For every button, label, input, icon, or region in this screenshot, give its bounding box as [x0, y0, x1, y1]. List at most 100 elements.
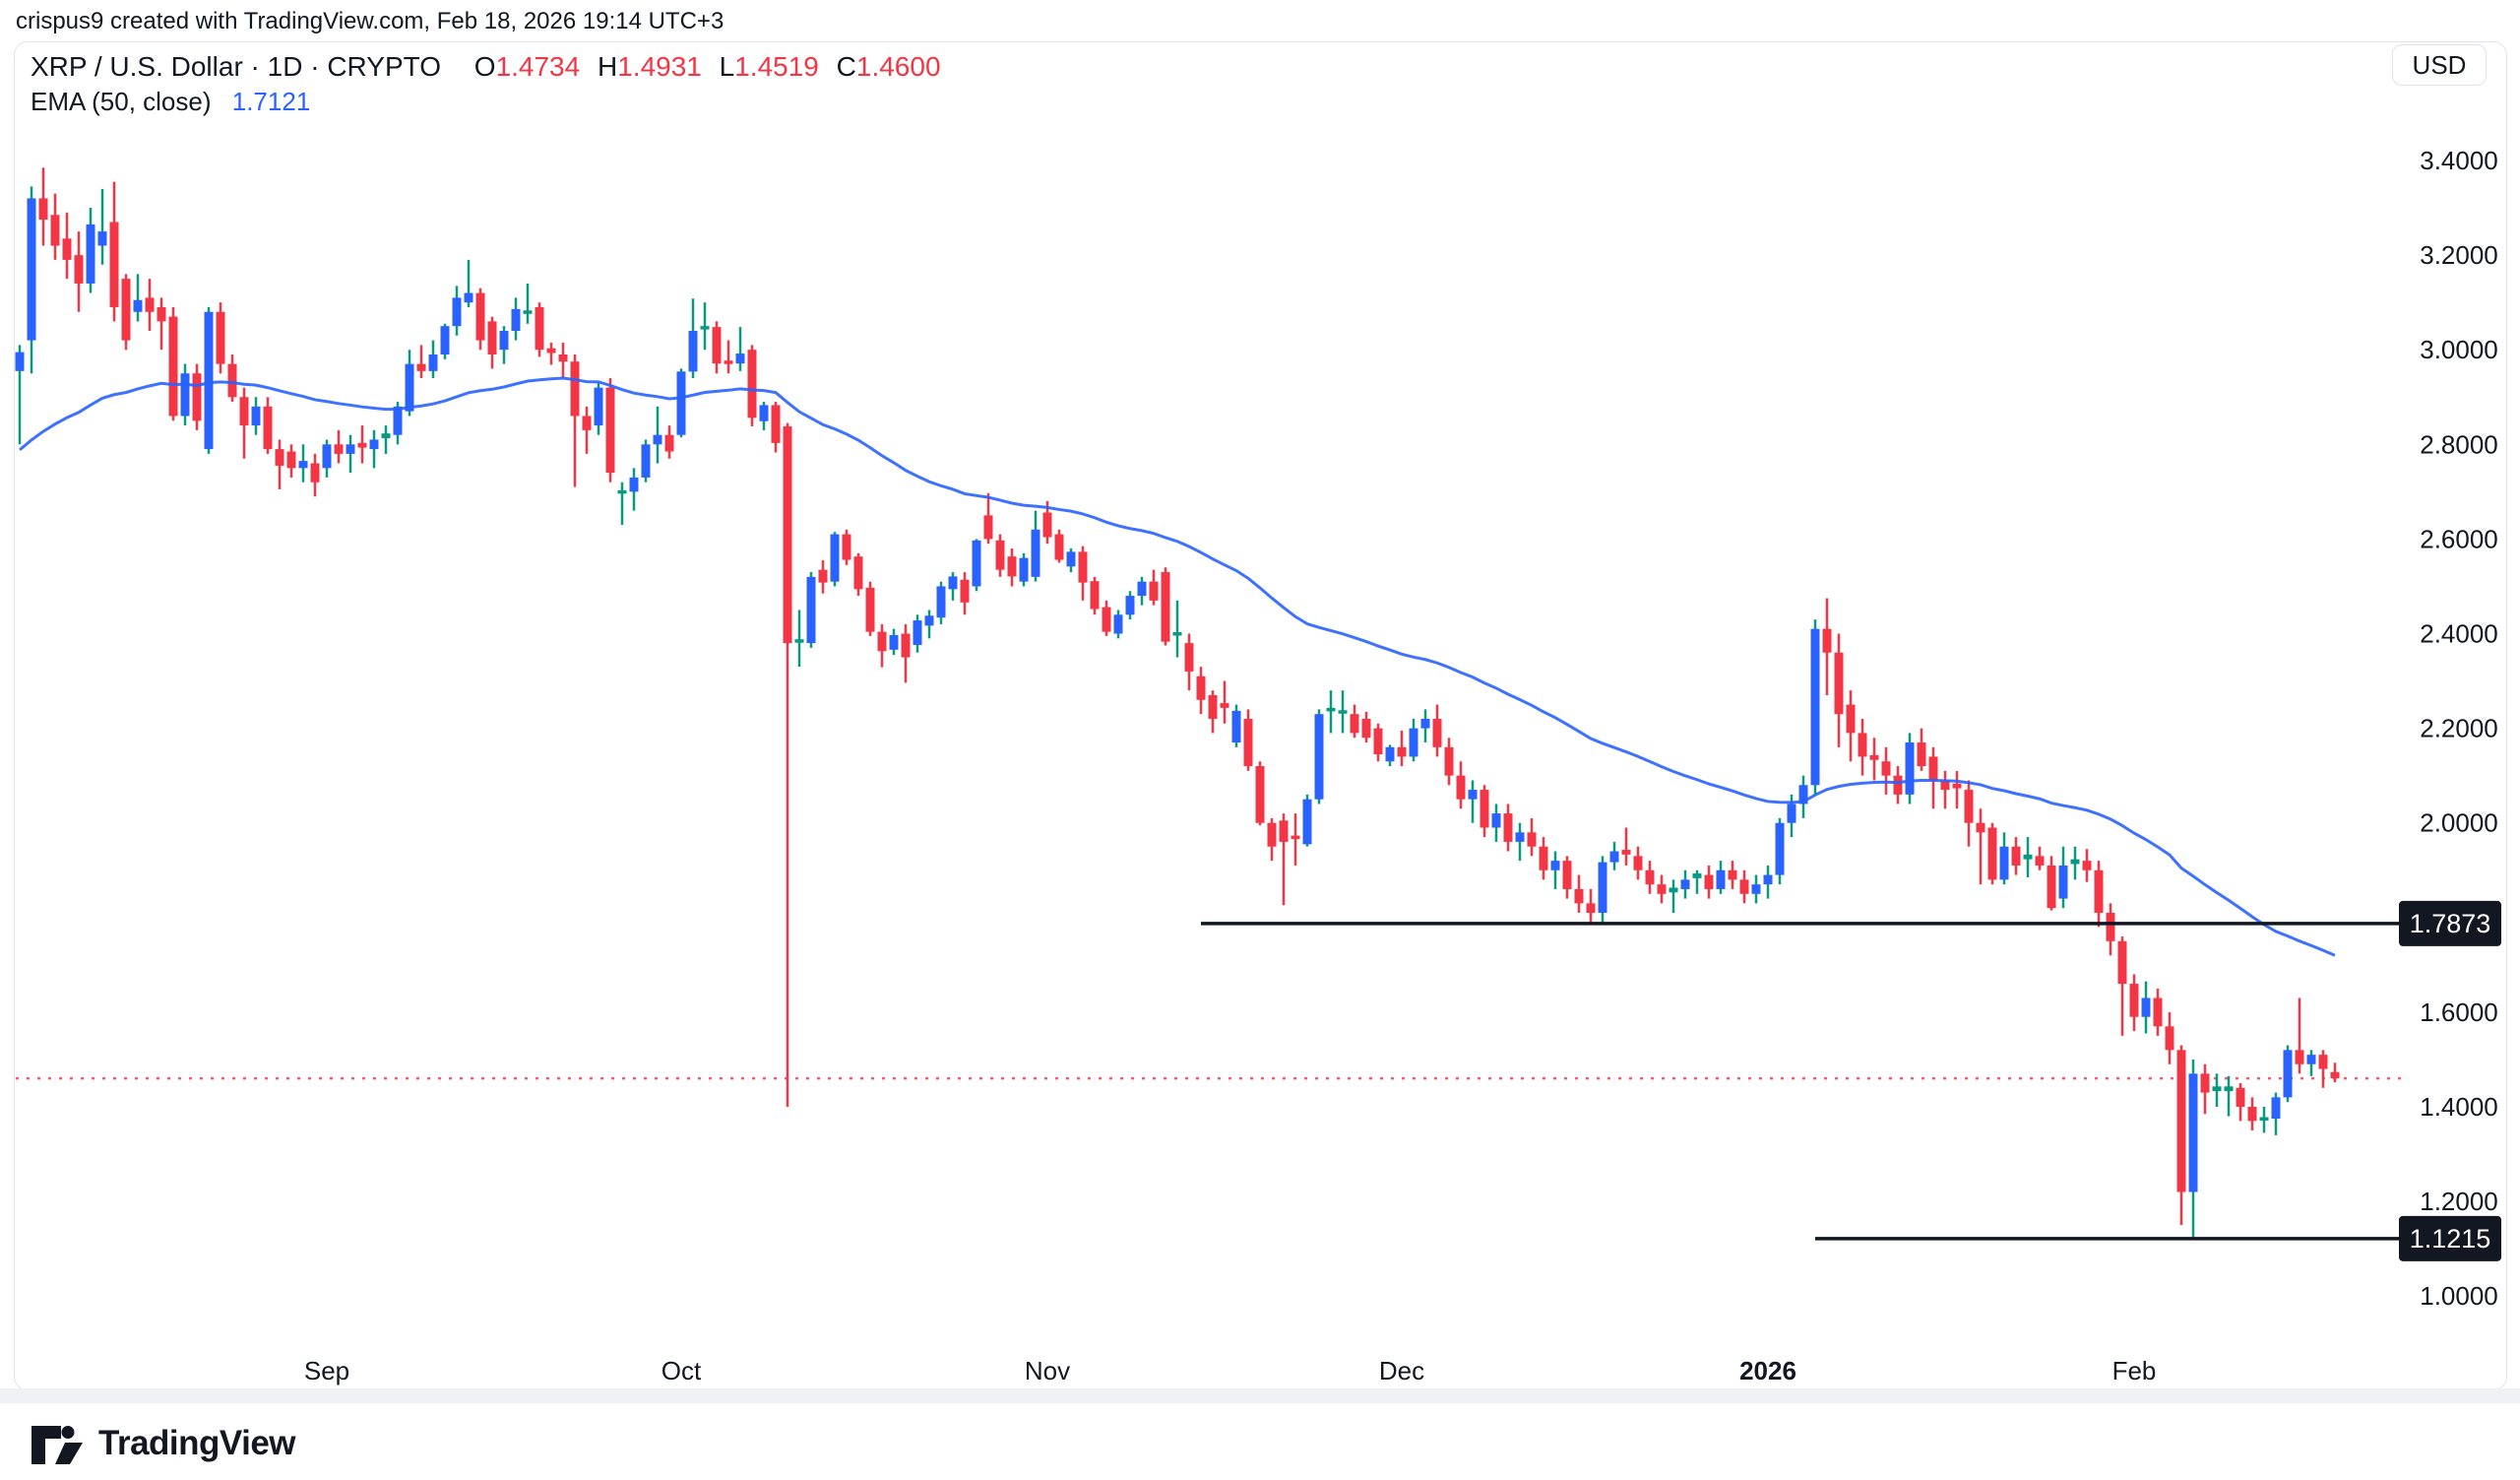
time-axis-label[interactable]: Oct [662, 1356, 702, 1385]
candle-body [1728, 869, 1737, 880]
price-axis-label[interactable]: 3.0000 [2420, 335, 2498, 364]
candle-body [121, 279, 131, 341]
candle-body [2188, 1073, 2198, 1192]
candle-body [1220, 703, 1229, 708]
price-axis-label[interactable]: 2.2000 [2420, 714, 2498, 743]
candle-body [2082, 861, 2092, 870]
candle-body [286, 451, 296, 469]
candle-body [2106, 912, 2115, 941]
candle-body [747, 350, 757, 418]
candle-body [972, 540, 981, 587]
candle-body [2070, 859, 2080, 865]
time-axis-label[interactable]: 2026 [1739, 1356, 1796, 1385]
candle-body [546, 348, 556, 354]
candle-body [523, 310, 533, 314]
candle-body [653, 434, 662, 445]
candle-body [2058, 865, 2068, 899]
candle-body [995, 540, 1005, 570]
price-axis-label[interactable]: 3.4000 [2420, 146, 2498, 175]
candle-body [865, 587, 875, 632]
candle-body [1066, 551, 1076, 567]
candle-body [688, 330, 698, 372]
candle-body [1539, 846, 1548, 870]
candle-body [1113, 614, 1123, 634]
candle-body [1314, 714, 1324, 800]
candle-body [1810, 628, 1820, 786]
price-axis-label[interactable]: 2.0000 [2420, 808, 2498, 838]
candle-body [1680, 879, 1690, 889]
price-level-badge-label: 1.1215 [2410, 1224, 2491, 1254]
candle-body [877, 631, 887, 652]
candle-body [239, 397, 249, 426]
currency-toggle-button[interactable]: USD [2392, 44, 2487, 86]
candle-body [145, 297, 155, 312]
candle-body [2318, 1055, 2328, 1069]
candle-body [1149, 581, 1159, 601]
indicator-value: 1.7121 [231, 87, 311, 116]
price-axis-label[interactable]: 1.6000 [2420, 997, 2498, 1027]
candle-body [1243, 718, 1253, 767]
attribution-text: crispus9 created with TradingView.com, F… [16, 8, 724, 34]
candle-body [204, 311, 214, 450]
price-axis-label[interactable]: 2.8000 [2420, 429, 2498, 459]
candle-body [1125, 596, 1135, 615]
candle-body [1964, 790, 1974, 823]
candle-body [1775, 822, 1785, 875]
candle-body [1562, 861, 1572, 889]
candle-body [712, 327, 722, 364]
candle-body [1491, 813, 1501, 828]
candle-body [1432, 718, 1442, 747]
candle-body [322, 444, 332, 469]
candle-body [1444, 746, 1454, 776]
candle-body [676, 371, 686, 435]
time-axis-label[interactable]: Feb [2112, 1356, 2157, 1385]
candle-body [1987, 827, 1997, 880]
candle-body [924, 615, 934, 626]
candle-body [1645, 869, 1655, 885]
candle-body [830, 534, 840, 582]
candle-body [1078, 551, 1088, 583]
price-axis-label[interactable]: 1.0000 [2420, 1281, 2498, 1311]
candle-body [1385, 746, 1395, 762]
price-axis-label[interactable]: 1.4000 [2420, 1092, 2498, 1122]
candle-body [2035, 856, 2045, 866]
candle-body [617, 489, 627, 494]
candle-body [806, 576, 816, 644]
price-axis-label[interactable]: 1.2000 [2420, 1187, 2498, 1216]
price-axis-label[interactable]: 2.6000 [2420, 524, 2498, 553]
candle-body [357, 442, 367, 448]
symbol-header[interactable]: XRP / U.S. Dollar · 1D · CRYPTO O1.4734 … [31, 50, 941, 84]
candle-body [192, 373, 202, 421]
high-value: 1.4931 [617, 51, 702, 82]
candle-body [405, 363, 414, 412]
candle-body [2047, 865, 2056, 909]
candle-body [1503, 813, 1513, 842]
candle-body [86, 224, 95, 284]
close-label: C [836, 51, 856, 82]
candle-body [216, 311, 225, 364]
candle-body [1468, 790, 1478, 800]
candle-body [901, 633, 911, 658]
candle-body [558, 354, 568, 362]
candle-body [664, 434, 674, 452]
candle-body [2165, 1026, 2174, 1051]
candle-body [818, 569, 828, 583]
candle-body [1550, 861, 1560, 870]
candle-body [1302, 799, 1312, 845]
candle-body [853, 556, 863, 590]
candle-body [1208, 694, 1218, 719]
candle-body [1609, 851, 1619, 863]
indicator-row[interactable]: EMA (50, close) 1.7121 [31, 86, 941, 117]
time-axis-label[interactable]: Sep [304, 1356, 349, 1385]
candle-body [1291, 835, 1300, 840]
time-axis-label[interactable]: Dec [1379, 1356, 1424, 1385]
price-axis-label[interactable]: 2.4000 [2420, 619, 2498, 649]
time-axis-label[interactable]: Nov [1025, 1356, 1070, 1385]
candle-body [251, 406, 261, 426]
candle-body [1007, 556, 1017, 577]
candle-body [2259, 1117, 2269, 1122]
candle-body [570, 361, 580, 417]
candle-body [936, 586, 946, 618]
price-axis-label[interactable]: 3.2000 [2420, 240, 2498, 270]
